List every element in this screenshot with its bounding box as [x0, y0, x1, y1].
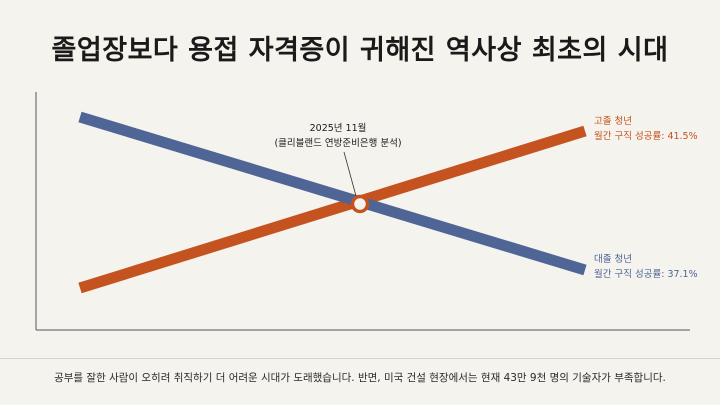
footer-divider: [0, 358, 720, 359]
series-line-0: [78, 125, 587, 294]
series-line-1: [78, 111, 587, 276]
annotation-leader: [343, 151, 357, 197]
chart-axes: [35, 92, 690, 331]
annotation-date: 2025년 11월: [310, 122, 367, 134]
chart-title: 졸업장보다 용접 자격증이 귀해진 역사상 최초의 시대: [51, 35, 669, 66]
series-value-label-0: 월간 구직 성공률: 41.5%: [594, 130, 698, 142]
series-label-1: 대졸 청년: [594, 254, 632, 265]
footer-caption: 공부를 잘한 사람이 오히려 취직하기 더 어려운 시대가 도래했습니다. 반면…: [54, 372, 666, 384]
series-value-label-1: 월간 구직 성공률: 37.1%: [594, 268, 698, 280]
annotation-source: (클리블랜드 연방준비은행 분석): [274, 137, 401, 149]
intersection-marker: [350, 194, 370, 214]
series-label-0: 고졸 청년: [594, 116, 632, 127]
